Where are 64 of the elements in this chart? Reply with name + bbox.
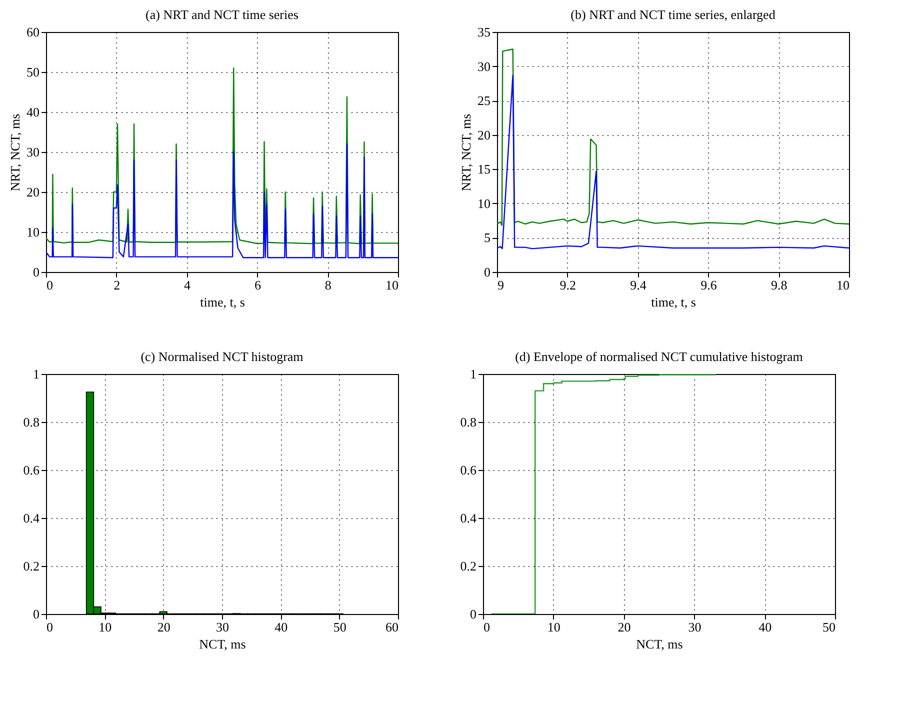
- x-axis-title: time, t, s: [200, 294, 245, 310]
- y-tick-label: 50: [26, 64, 40, 80]
- x-tick-label: 9.4: [630, 278, 647, 292]
- x-tick-label: 50: [822, 620, 836, 634]
- x-tick-label: 60: [386, 620, 398, 634]
- line-series: [497, 74, 849, 250]
- y-tick-label: 30: [478, 58, 490, 74]
- x-tick-label: 2: [114, 278, 120, 292]
- y-tick-label: 0.8: [460, 414, 476, 430]
- y-tick-label: 0: [470, 606, 476, 622]
- x-axis-title: NCT, ms: [199, 636, 246, 652]
- x-tick-label: 4: [184, 278, 192, 292]
- line-series: [497, 48, 849, 226]
- y-tick-label: 5: [484, 230, 490, 246]
- y-tick-label: 0.2: [460, 558, 476, 574]
- y-tick-label: 20: [478, 127, 490, 142]
- x-axis-title: NCT, ms: [636, 636, 683, 652]
- x-tick-label: 40: [758, 620, 772, 634]
- x-tick-label: 6: [254, 278, 262, 292]
- y-tick-label: 60: [26, 24, 40, 40]
- x-tick-label: 9.6: [700, 278, 718, 292]
- x-tick-label: 9.8: [770, 278, 788, 292]
- x-tick-label: 0: [46, 278, 53, 292]
- x-tick-label: 8: [324, 278, 332, 292]
- x-tick-label: 50: [333, 620, 346, 634]
- y-tick-label: 10: [26, 224, 40, 240]
- x-tick-label: 30: [216, 620, 229, 634]
- x-tick-label: 9: [498, 278, 504, 292]
- x-tick-label: 30: [688, 620, 702, 634]
- x-tick-label: 10: [547, 620, 560, 634]
- x-tick-label: 20: [618, 620, 631, 634]
- y-tick-label: 30: [26, 144, 40, 160]
- y-tick-label: 35: [478, 24, 490, 40]
- y-axis-title: NRT, NCT, ms: [458, 114, 474, 192]
- y-tick-label: 15: [478, 162, 490, 177]
- chart-title: (b) NRT and NCT time series, enlarged: [570, 7, 776, 22]
- y-tick-label: 10: [478, 196, 490, 211]
- y-tick-label: 1: [33, 366, 40, 382]
- line-series: [46, 143, 398, 258]
- y-tick-label: 0: [33, 606, 40, 622]
- x-tick-label: 20: [157, 620, 170, 634]
- x-tick-label: 0: [46, 620, 53, 634]
- y-tick-label: 20: [26, 184, 40, 200]
- y-tick-label: 1: [470, 366, 476, 382]
- y-tick-label: 40: [26, 104, 40, 120]
- y-tick-label: 0: [33, 264, 40, 280]
- y-tick-label: 0.6: [23, 462, 40, 478]
- y-tick-label: 0.4: [23, 510, 40, 526]
- y-axis-title: NRT, NCT, ms: [8, 114, 22, 192]
- y-tick-label: 0.4: [460, 510, 477, 526]
- chart-title: (a) NRT and NCT time series: [146, 7, 298, 22]
- chart-title: (d) Envelope of normalised NCT cumulative histogram: [515, 349, 803, 364]
- x-tick-label: 10: [386, 278, 398, 292]
- x-tick-label: 10: [836, 278, 850, 292]
- x-tick-label: 9.2: [560, 278, 576, 292]
- y-tick-label: 25: [478, 93, 490, 108]
- x-tick-label: 40: [274, 620, 288, 634]
- x-axis-title: time, t, s: [651, 294, 696, 310]
- x-tick-label: 10: [98, 620, 112, 634]
- y-tick-label: 0.8: [23, 414, 40, 430]
- chart-title: (c) Normalised NCT histogram: [140, 349, 304, 364]
- y-tick-label: 0: [484, 264, 490, 280]
- y-tick-label: 0.6: [460, 462, 477, 478]
- y-tick-label: 0.2: [23, 558, 40, 574]
